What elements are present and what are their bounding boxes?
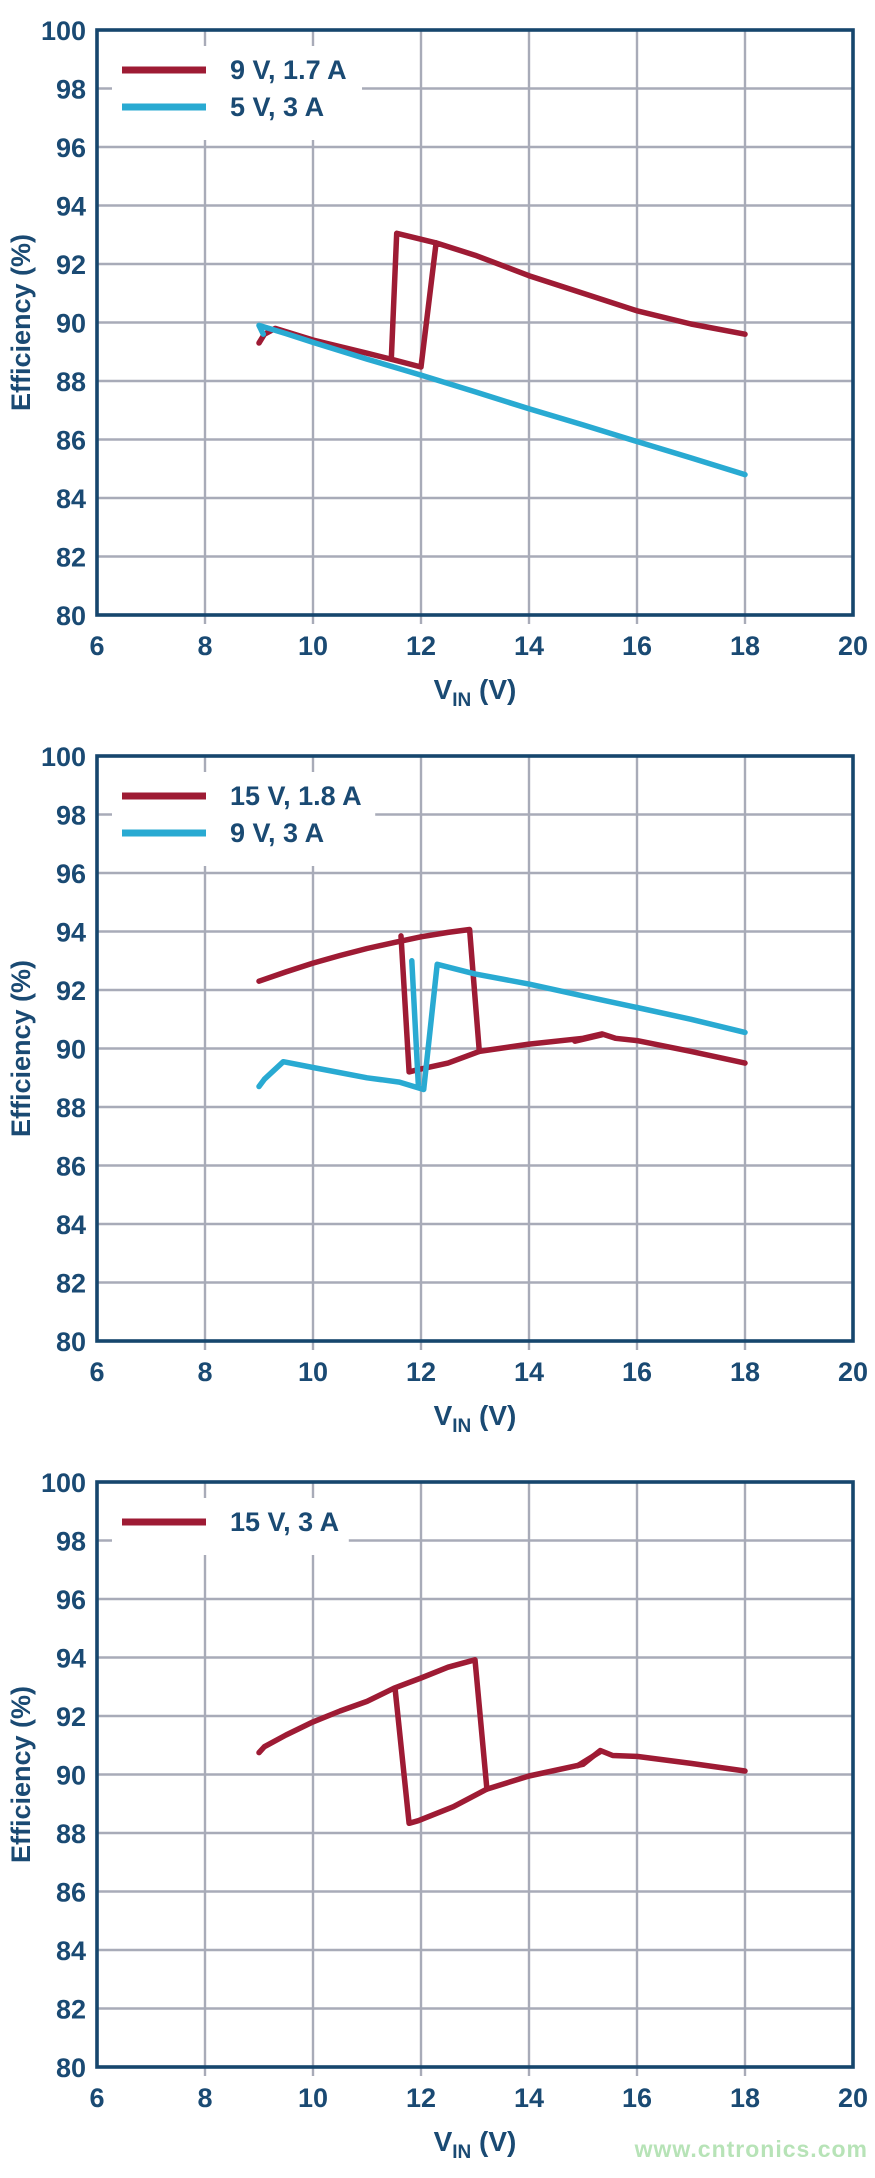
x-tick-label: 14: [514, 2083, 544, 2113]
x-tick-label: 6: [89, 1357, 104, 1387]
x-tick-label: 20: [838, 1357, 868, 1387]
watermark: www.cntronics.com: [634, 2136, 868, 2162]
y-tick-label: 96: [56, 859, 86, 889]
series-line: [392, 1686, 490, 1827]
x-tick-label: 10: [298, 1357, 328, 1387]
series-line: [572, 1032, 605, 1044]
legend-label: 15 V, 3 A: [230, 1507, 339, 1537]
y-tick-label: 90: [56, 1035, 86, 1065]
x-tick-label: 8: [197, 631, 212, 661]
x-tick-label: 10: [298, 631, 328, 661]
x-tick-label: 12: [406, 631, 436, 661]
series-line: [256, 961, 748, 1093]
legend-box: [112, 46, 362, 140]
y-tick-label: 90: [56, 309, 86, 339]
y-tick-label: 84: [56, 1936, 86, 1966]
y-axis-title: Efficiency (%): [6, 1686, 36, 1863]
y-tick-label: 94: [56, 1644, 86, 1674]
y-tick-label: 82: [56, 1269, 86, 1299]
y-tick-label: 80: [56, 601, 86, 631]
chart-3-svg: 15 V, 3 A 80 82 84 86 88 90 92 94 96 98 100 6 8 10 12 14…: [6, 1468, 868, 2163]
x-tick-label: 6: [89, 2083, 104, 2113]
series-line: [256, 1657, 748, 1792]
y-tick-label: 84: [56, 484, 86, 514]
y-tick-label: 88: [56, 1819, 86, 1849]
y-tick-label: 86: [56, 1878, 86, 1908]
y-tick-label: 92: [56, 976, 86, 1006]
x-tick-label: 6: [89, 631, 104, 661]
x-tick-label: 20: [838, 631, 868, 661]
y-tick-label: 80: [56, 2053, 86, 2083]
y-tick-label: 94: [56, 192, 86, 222]
y-tick-label: 82: [56, 543, 86, 573]
chart-1-svg: 9 V, 1.7 A5 V, 3 A8082848688909294969810…: [6, 16, 868, 711]
y-tick-label: 100: [41, 1468, 86, 1498]
x-tick-label: 12: [406, 1357, 436, 1387]
series-line: [574, 1748, 604, 1769]
plot-frame: [95, 28, 855, 617]
x-tick-label: 16: [622, 631, 652, 661]
x-tick-label: 16: [622, 2083, 652, 2113]
x-tick-label: 8: [197, 2083, 212, 2113]
legend-label: 9 V, 3 A: [230, 818, 324, 848]
y-tick-label: 88: [56, 367, 86, 397]
y-tick-label: 90: [56, 1761, 86, 1791]
y-tick-label: 80: [56, 1327, 86, 1357]
x-axis-title: VIN (V): [434, 2126, 517, 2163]
legend-label: 5 V, 3 A: [230, 92, 324, 122]
chart-2-svg: 15 V, 1.8 A9 V, 3 A808284868890929496981…: [6, 742, 868, 1437]
x-tick-label: 10: [298, 2083, 328, 2113]
y-tick-label: 84: [56, 1210, 86, 1240]
x-tick-label: 14: [514, 631, 544, 661]
y-tick-label: 98: [56, 1527, 86, 1557]
y-tick-label: 88: [56, 1093, 86, 1123]
x-tick-label: 20: [838, 2083, 868, 2113]
y-tick-label: 82: [56, 1995, 86, 2025]
x-tick-label: 18: [730, 2083, 760, 2113]
x-tick-label: 8: [197, 1357, 212, 1387]
x-tick-label: 18: [730, 1357, 760, 1387]
x-tick-label: 18: [730, 631, 760, 661]
y-axis-title: Efficiency (%): [6, 960, 36, 1137]
y-tick-label: 92: [56, 1702, 86, 1732]
y-tick-label: 86: [56, 426, 86, 456]
y-tick-label: 96: [56, 133, 86, 163]
legend-box: [112, 1498, 349, 1555]
y-tick-label: 98: [56, 75, 86, 105]
legend-box: [112, 772, 376, 866]
y-tick-label: 96: [56, 1585, 86, 1615]
chart-3-vout-15v-3a: 15 V, 3 A 80 82 84 86 88 90 92 94 96 98 100 6 8 10 12 14…: [0, 1452, 875, 2178]
series-line: [256, 926, 748, 1066]
y-tick-label: 98: [56, 801, 86, 831]
x-tick-label: 14: [514, 1357, 544, 1387]
plot-frame: [95, 754, 855, 1343]
y-tick-label: 94: [56, 918, 86, 948]
x-axis-title: VIN (V): [434, 674, 517, 711]
series-line: [388, 230, 439, 362]
legend-label: 15 V, 1.8 A: [230, 781, 362, 811]
y-tick-label: 100: [41, 742, 86, 772]
x-axis-title: VIN (V): [434, 1400, 517, 1437]
y-tick-label: 100: [41, 16, 86, 46]
series-line: [409, 958, 422, 1087]
legend-label: 9 V, 1.7 A: [230, 55, 347, 85]
y-tick-label: 92: [56, 250, 86, 280]
y-axis-title: Efficiency (%): [6, 234, 36, 411]
y-tick-label: 86: [56, 1152, 86, 1182]
x-tick-label: 12: [406, 2083, 436, 2113]
series-line: [256, 322, 748, 478]
plot-frame: [95, 1480, 855, 2069]
x-tick-label: 16: [622, 1357, 652, 1387]
